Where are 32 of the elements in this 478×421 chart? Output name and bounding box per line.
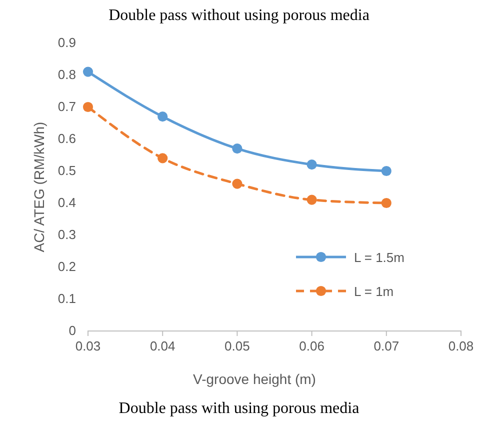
point bbox=[381, 198, 392, 208]
x-tick-label: 0.06 bbox=[299, 338, 324, 354]
point bbox=[82, 66, 94, 77]
x-tick-label: 0.08 bbox=[448, 338, 474, 354]
point bbox=[232, 144, 242, 154]
y-tick-label: 0 bbox=[68, 323, 76, 338]
legend-label: L = 1.5m bbox=[354, 250, 404, 265]
point bbox=[158, 153, 168, 164]
x-tick-label: 0.04 bbox=[150, 338, 176, 354]
y-tick-label: 0.4 bbox=[58, 195, 76, 210]
point bbox=[82, 102, 94, 112]
text: Double pass with using porous media bbox=[118, 400, 360, 417]
point bbox=[158, 112, 168, 122]
y-tick-label: 0.8 bbox=[58, 67, 76, 82]
point bbox=[306, 194, 317, 205]
y-tick-label: 0.7 bbox=[58, 99, 76, 114]
y-tick-label: 0.1 bbox=[58, 291, 76, 306]
point bbox=[306, 160, 317, 170]
y-tick-label: 0.3 bbox=[58, 227, 76, 242]
y-tick-label: 0.9 bbox=[58, 35, 76, 50]
legend-label: L = 1m bbox=[354, 284, 394, 299]
chart-title: Double pass without using porous media bbox=[108, 7, 370, 24]
y-tick-label: 0.6 bbox=[58, 131, 76, 146]
x-tick-label: 0.07 bbox=[374, 338, 400, 354]
x-axis-title: V-groove height (m) bbox=[193, 371, 316, 387]
point bbox=[232, 178, 242, 189]
x-tick-label: 0.03 bbox=[75, 338, 101, 354]
point bbox=[381, 166, 392, 176]
y-axis-title: AC/ ATEG (RM/kWh) bbox=[31, 122, 47, 252]
y-tick-label: 0.2 bbox=[58, 259, 76, 274]
x-tick-label: 0.05 bbox=[224, 338, 250, 354]
y-tick-label: 0.5 bbox=[58, 163, 76, 178]
